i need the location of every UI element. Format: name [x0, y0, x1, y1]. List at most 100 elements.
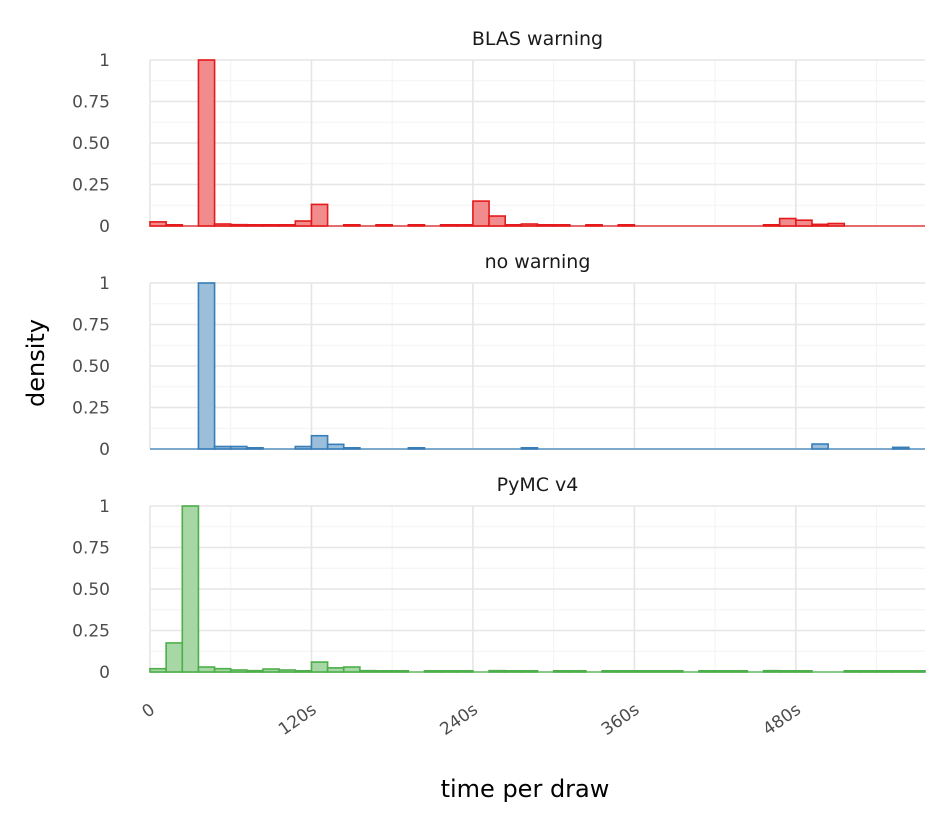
histogram-bar — [488, 215, 507, 227]
histogram-bar — [197, 59, 216, 227]
histogram-bar — [375, 224, 393, 227]
histogram-bar — [246, 446, 264, 450]
histogram-bar — [730, 669, 749, 673]
histogram-bar — [165, 642, 184, 673]
histogram-bar — [407, 224, 426, 227]
histogram-bar — [246, 224, 264, 227]
histogram-bar — [294, 220, 313, 227]
histogram-bar — [197, 666, 216, 673]
histogram-bar — [649, 669, 668, 673]
histogram-bar — [213, 445, 232, 450]
y-tick-label: 0.50 — [72, 580, 110, 600]
facet-title: no warning — [485, 251, 591, 273]
histogram-bar — [762, 224, 781, 227]
histogram-bar — [552, 224, 571, 227]
histogram-bar — [342, 446, 361, 450]
histogram-bar — [843, 669, 862, 673]
x-tick-label: 360s — [598, 700, 643, 740]
histogram-bar — [294, 669, 313, 673]
histogram-bar — [891, 446, 910, 450]
y-tick-label: 0.75 — [72, 316, 110, 336]
histogram-bar — [811, 223, 829, 227]
histogram-bar — [294, 445, 313, 450]
y-tick-label: 0.25 — [72, 399, 110, 419]
histogram-bar — [197, 282, 216, 450]
histogram-bar — [423, 669, 442, 673]
histogram-bar — [601, 669, 620, 673]
histogram-bar — [827, 222, 846, 227]
histogram-bar — [181, 505, 200, 673]
facet-title: PyMC v4 — [497, 474, 579, 496]
histogram-bar — [262, 224, 280, 227]
histogram-bar — [698, 669, 716, 673]
panels-layer: BLAS warning 0 0.25 0.50 0.75 1 no warning 0 0.2… — [72, 28, 926, 683]
y-tick-label: 0 — [99, 440, 110, 460]
facet-panel: no warning 0 0.25 0.50 0.75 1 — [72, 251, 925, 460]
histogram-bar — [262, 668, 280, 673]
histogram-bar — [375, 669, 393, 673]
x-tick-label: 120s — [275, 700, 320, 740]
histogram-bar — [439, 224, 458, 227]
y-tick-label: 0.75 — [72, 93, 110, 113]
histogram-bar — [229, 223, 248, 227]
histogram-bar — [278, 669, 297, 673]
x-tick-label: 240s — [436, 700, 481, 740]
histogram-bar — [310, 203, 329, 227]
histogram-bar — [859, 669, 878, 673]
histogram-bar — [229, 669, 248, 673]
histogram-bar — [278, 224, 297, 227]
x-axis-title: time per draw — [441, 775, 610, 803]
x-tick-label: 480s — [759, 700, 804, 740]
histogram-bar — [520, 669, 539, 673]
y-tick-label: 0 — [99, 663, 110, 683]
histogram-bar — [455, 224, 474, 227]
histogram-bar — [229, 445, 248, 450]
y-tick-label: 0.25 — [72, 176, 110, 196]
histogram-bar — [455, 669, 474, 673]
histogram-bar — [520, 446, 539, 450]
histogram-bar — [568, 669, 587, 673]
facet-panel: PyMC v4 0 0.25 0.50 0.75 1 — [72, 474, 926, 683]
x-tick-label: 0 — [139, 700, 159, 723]
histogram-bar — [811, 443, 829, 450]
histogram-bar — [795, 219, 813, 227]
histogram-bar — [536, 224, 555, 227]
histogram-bar — [778, 669, 797, 673]
histogram-bar — [165, 224, 184, 227]
histogram-bar — [246, 669, 264, 673]
y-tick-label: 0.25 — [72, 622, 110, 642]
histogram-bar — [310, 661, 329, 673]
histogram-bar — [342, 224, 361, 227]
histogram-bar — [149, 667, 167, 673]
histogram-bar — [326, 443, 345, 450]
histogram-bar — [326, 667, 345, 673]
histogram-bar — [585, 224, 603, 227]
histogram-bar — [504, 669, 523, 673]
histogram-bar — [520, 223, 539, 227]
histogram-bar — [504, 224, 523, 227]
y-tick-label: 0 — [99, 217, 110, 237]
facet-title: BLAS warning — [472, 28, 603, 50]
histogram-bar — [795, 669, 813, 673]
histogram-bar — [213, 223, 232, 227]
y-tick-label: 1 — [99, 51, 110, 71]
y-axis-title: density — [22, 319, 50, 407]
histogram-bar — [875, 669, 894, 673]
histogram-bar — [213, 667, 232, 673]
histogram-bar — [633, 669, 652, 673]
histogram-bar — [391, 669, 410, 673]
y-tick-label: 1 — [99, 274, 110, 294]
histogram-bar — [552, 669, 571, 673]
histogram-bar — [407, 446, 426, 450]
histogram-bar — [714, 669, 733, 673]
x-axis: 0 120s 240s 360s 480s — [139, 700, 805, 740]
histogram-bar — [891, 669, 910, 673]
histogram-bar — [149, 221, 167, 227]
histogram-bar — [342, 666, 361, 673]
histogram-bar — [665, 669, 684, 673]
histogram-bar — [762, 669, 781, 673]
histogram-bar — [310, 434, 329, 450]
histogram-bar — [488, 669, 507, 673]
y-tick-label: 1 — [99, 497, 110, 517]
